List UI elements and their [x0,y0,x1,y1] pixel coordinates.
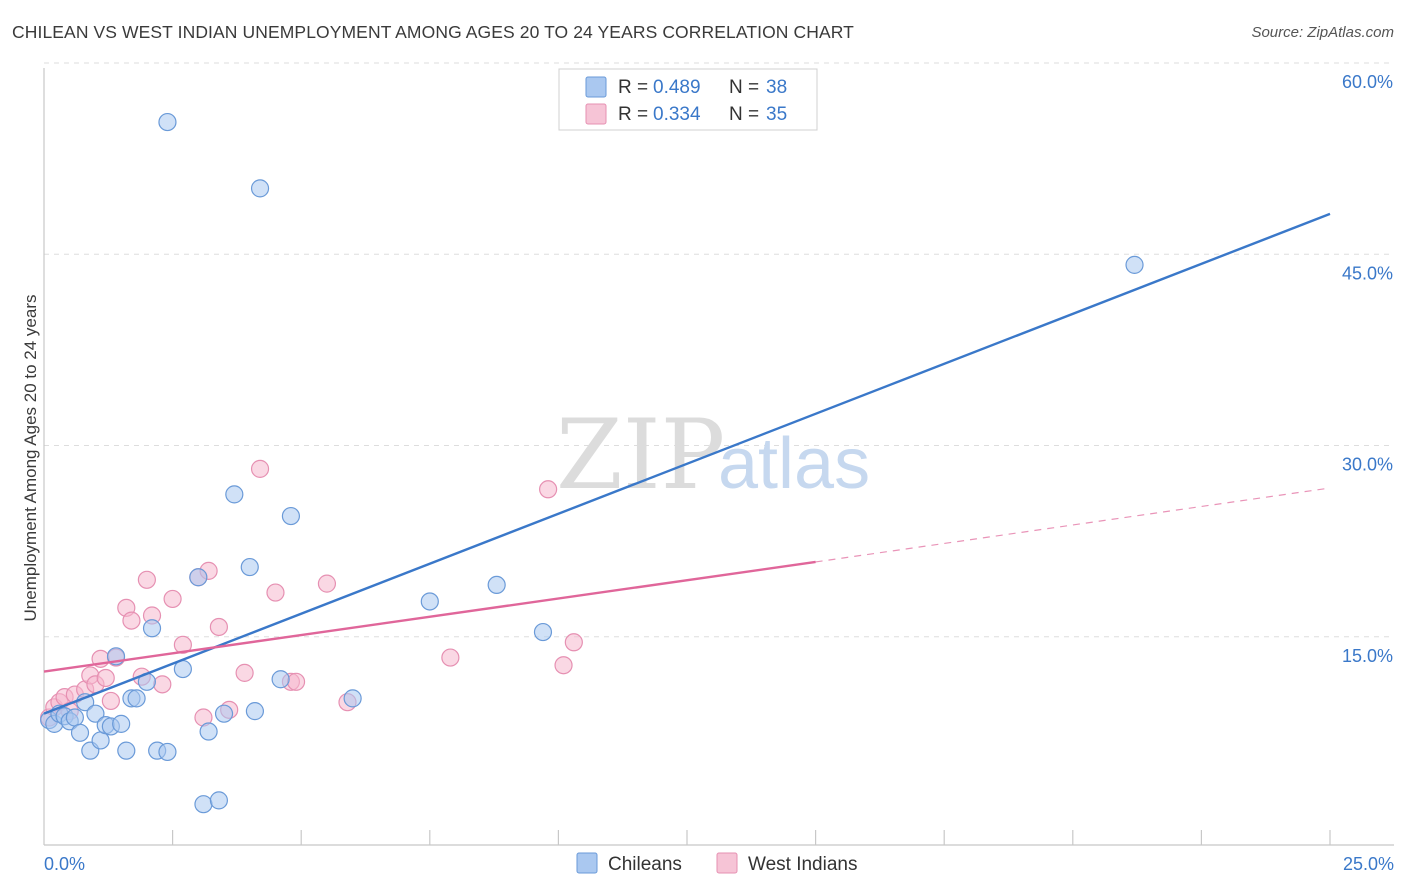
chileans-point [194,795,213,814]
west-indians-point [250,459,270,478]
legend-r-label-chileans: R = [618,77,648,98]
chileans-point [158,742,177,762]
chileans-point [487,575,506,595]
west-indians-trend-line [43,560,816,673]
legend-n-label-west-indians: N = [729,104,759,125]
legend-swatch-west-indians [585,103,607,125]
chileans-point [112,714,131,733]
west-indians-point [173,635,192,654]
y-tick-labels: 15.0% 30.0% 45.0% 60.0% [1342,72,1393,666]
chileans-point [117,741,136,760]
y-tick-label: 60.0% [1342,72,1393,92]
west-indians-point [122,611,141,630]
west-indians-point [209,617,228,637]
y-tick-label: 15.0% [1342,646,1393,666]
y-axis-title: Unemployment Among Ages 20 to 24 years [21,295,40,622]
west-indians-point [441,648,460,667]
correlation-legend: R = 0.489 N = 38 R = 0.334 N = 35 [558,68,818,131]
west-indians-point [96,668,115,688]
chileans-point [142,619,162,638]
x-tick-label-max: 25.0% [1343,854,1394,874]
trend-lines [43,212,1331,715]
series-legend: Chileans West Indians [576,852,857,875]
west-indians-point [539,480,558,499]
chart-title: CHILEAN VS WEST INDIAN UNEMPLOYMENT AMON… [12,22,854,42]
chileans-point [209,791,228,810]
chileans-point [70,723,90,742]
chileans-point [65,708,84,727]
legend-r-value-chileans: 0.489 [653,77,701,98]
y-tick-label: 45.0% [1342,263,1393,283]
chileans-point [271,670,290,689]
watermark-zip: ZIP [556,399,725,511]
west-indians-point [564,633,583,652]
chileans-point [214,704,234,723]
chileans-point [91,731,110,750]
west-indians-point [163,589,182,609]
legend-n-value-chileans: 38 [766,77,787,98]
legend-n-label-chileans: N = [729,77,759,98]
west-indians-point [153,675,172,694]
bottom-legend-label-west-indians: West Indians [748,854,857,875]
chileans-trend-line [43,212,1331,715]
watermark-atlas: atlas [718,424,870,504]
west-indians-point [266,583,285,602]
chileans-point [158,112,177,132]
west-indians-points [40,459,583,727]
x-tick-label-min: 0.0% [44,854,85,874]
chileans-point [199,722,218,741]
legend-r-value-west-indians: 0.334 [653,104,701,125]
y-tick-label: 30.0% [1342,455,1393,475]
chileans-points [40,112,1144,814]
west-indians-point [101,691,120,711]
legend-r-label-west-indians: R = [618,104,648,125]
legend-swatch-chileans [585,76,607,98]
legend-n-value-west-indians: 35 [766,104,787,125]
source-label: Source: ZipAtlas.com [1251,24,1394,41]
west-indians-point [286,672,306,691]
chileans-point [533,622,553,642]
bottom-legend-swatch-west-indians [716,852,738,874]
west-indians-point [235,663,254,682]
chileans-point [1125,255,1144,274]
grid-lines [44,62,1394,638]
west-indians-trend-extension [815,487,1331,563]
chileans-point [225,485,244,504]
chileans-point [245,702,265,721]
chileans-point [343,689,362,708]
chileans-point [86,704,105,723]
west-indians-point [137,570,156,589]
west-indians-point [554,656,573,675]
chileans-point [281,506,301,526]
bottom-legend-label-chileans: Chileans [608,854,682,875]
chileans-point [420,592,439,611]
west-indians-point [317,574,337,593]
chileans-point [250,179,270,198]
chileans-point [240,557,259,577]
chileans-point [127,689,146,708]
bottom-legend-swatch-chileans [576,852,598,874]
x-axis-ticks [172,830,1331,845]
chileans-point [189,568,208,587]
